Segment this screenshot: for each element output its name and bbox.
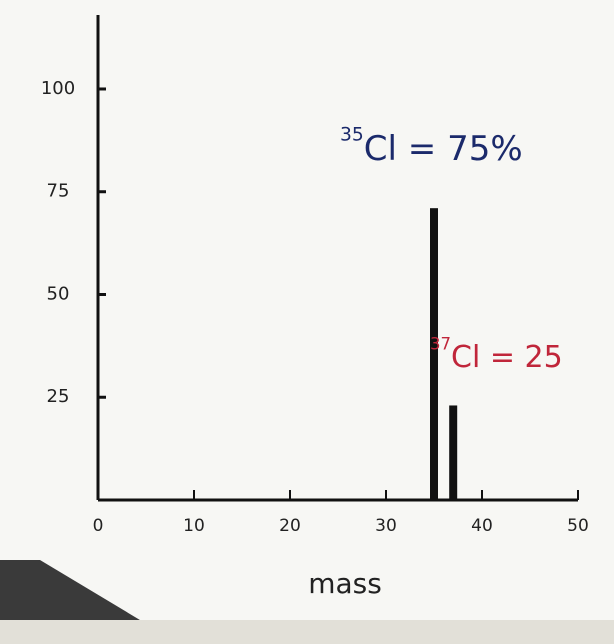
chart: mass 2550751000102030405035Cl = 75%37Cl … xyxy=(0,0,614,644)
bar xyxy=(449,405,457,500)
y-tick-label: 100 xyxy=(41,78,75,99)
x-tick-label: 30 xyxy=(375,516,397,536)
y-tick-label: 25 xyxy=(47,386,70,407)
x-tick-label: 20 xyxy=(279,516,301,536)
y-tick-label: 75 xyxy=(47,181,70,202)
annotation: 35Cl = 75% xyxy=(340,124,523,168)
x-axis-label: mass xyxy=(308,567,382,600)
bar xyxy=(430,208,438,500)
x-tick-label: 40 xyxy=(471,516,493,536)
paper xyxy=(0,0,614,644)
x-tick-label: 0 xyxy=(93,516,104,536)
annotation-superscript: 35 xyxy=(340,124,364,145)
annotation-superscript: 37 xyxy=(430,334,451,353)
paper-edge xyxy=(0,620,614,644)
annotation-text: Cl = 75% xyxy=(364,129,523,169)
y-tick-label: 50 xyxy=(47,283,70,304)
annotation-text: Cl = 25 xyxy=(451,340,563,375)
x-tick-label: 10 xyxy=(183,516,205,536)
x-tick-label: 50 xyxy=(567,516,589,536)
